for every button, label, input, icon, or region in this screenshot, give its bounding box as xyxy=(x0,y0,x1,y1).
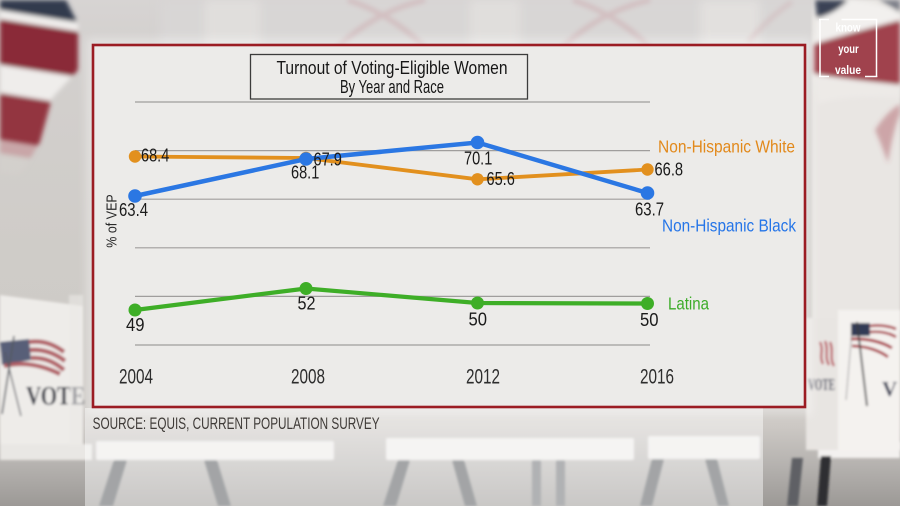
svg-text:Turnout of Voting-Eligible Wom: Turnout of Voting-Eligible Women xyxy=(277,58,508,78)
svg-text:50: 50 xyxy=(640,309,659,330)
svg-text:63.7: 63.7 xyxy=(635,199,664,220)
svg-text:2004: 2004 xyxy=(119,366,153,389)
svg-text:65.6: 65.6 xyxy=(487,168,515,189)
svg-text:70.1: 70.1 xyxy=(464,148,492,169)
svg-text:2008: 2008 xyxy=(291,366,325,389)
svg-text:67.9: 67.9 xyxy=(314,149,342,170)
svg-text:VOTE: VOTE xyxy=(808,375,835,394)
svg-text:Non-Hispanic White: Non-Hispanic White xyxy=(658,137,795,157)
svg-text:50: 50 xyxy=(469,309,488,330)
svg-text:Latina: Latina xyxy=(668,294,709,314)
svg-text:V: V xyxy=(882,377,897,401)
svg-text:2012: 2012 xyxy=(466,366,500,389)
svg-text:68.4: 68.4 xyxy=(141,145,169,166)
svg-text:52: 52 xyxy=(298,293,316,314)
svg-text:value: value xyxy=(835,63,861,77)
svg-text:By Year and Race: By Year and Race xyxy=(340,77,444,97)
svg-text:63.4: 63.4 xyxy=(119,199,148,220)
svg-text:49: 49 xyxy=(126,314,145,335)
svg-text:% of VEP: % of VEP xyxy=(105,194,121,248)
svg-text:SOURCE: EQUIS, CURRENT POPULAT: SOURCE: EQUIS, CURRENT POPULATION SURVEY xyxy=(93,415,380,433)
svg-text:68.1: 68.1 xyxy=(291,162,319,183)
svg-text:Non-Hispanic Black: Non-Hispanic Black xyxy=(662,216,796,236)
svg-text:66.8: 66.8 xyxy=(655,159,684,180)
svg-text:2016: 2016 xyxy=(640,366,674,389)
svg-text:know: know xyxy=(836,21,862,35)
svg-text:your: your xyxy=(838,42,859,56)
